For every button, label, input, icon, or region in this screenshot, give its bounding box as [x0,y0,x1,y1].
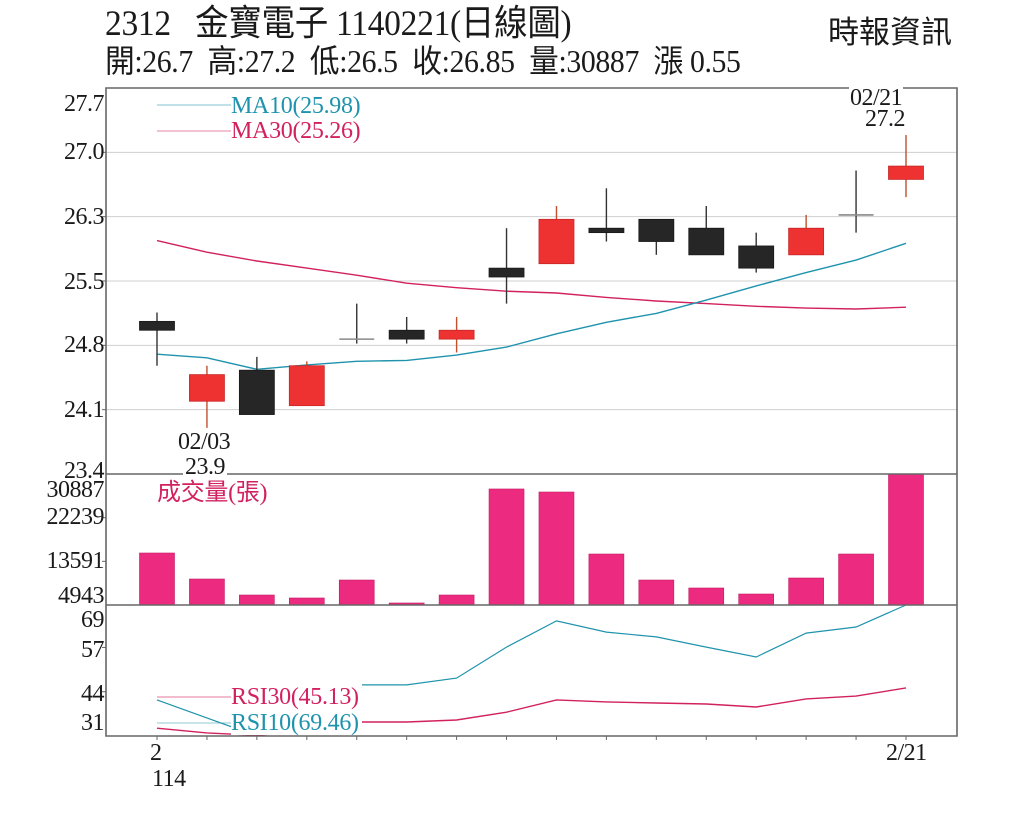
rsi10-legend: RSI10(69.46) [231,710,362,736]
quote-volume: 量:30887 [529,43,639,79]
candle-down [488,267,525,278]
candle-down [238,369,275,415]
ma10-line [156,242,907,371]
quote-high: 高:27.2 [207,43,296,79]
rsi-tick-label: 31 [81,710,105,736]
stock-name: 金寶電子 [195,3,328,43]
volume-bar [239,594,275,606]
high-annotation-date: 02/21 [849,85,904,111]
candle-up [888,165,924,180]
price-tick-label: 24.1 [64,397,105,423]
candle-up [438,329,475,340]
stock-code: 2312 [105,3,171,43]
chart-frame [105,87,958,737]
candle-up [288,365,325,407]
ma30-line [156,239,907,310]
quote-open: 開:26.7 [105,43,193,79]
volume-bar [338,579,375,606]
price-tick-label: 23.4 [64,458,105,484]
quote-summary: 開:26.7 高:27.2 低:26.5 收:26.85 量:30887 漲 0… [105,42,748,80]
volume-bar [288,597,325,606]
volume-bar [738,593,775,606]
ma10-legend: MA10(25.98) [231,93,361,119]
candle-down [688,227,725,256]
rsi30-legend: RSI30(45.13) [231,684,362,710]
volume-bar [189,578,225,606]
volume-bar [888,473,924,606]
volume-bar [538,491,575,606]
volume-tick-label: 22239 [46,504,105,530]
quote-close: 收:26.85 [412,43,515,79]
price-tick-label: 27.7 [64,91,105,117]
volume-bar [588,553,625,606]
volume-bar [139,552,175,606]
chart-date: 1140221 [336,3,451,43]
price-tick-label: 24.8 [64,332,105,358]
candle-down [139,320,175,331]
rsi-tick-label: 69 [81,607,105,633]
price-tick-label: 27.0 [64,139,105,165]
candle-up [538,218,575,265]
chart-title: 2312 金寶電子 1140221(日線圖) [105,2,572,44]
candle-down [588,227,625,234]
volume-tick-label: 30887 [46,477,105,503]
volume-title: 成交量(張) [157,480,268,506]
price-tick-label: 26.3 [64,204,105,230]
rsi-tick-label: 57 [81,637,105,663]
low-annotation-date: 02/03 [178,429,231,455]
candle-down [738,245,775,269]
high-annotation-value: 27.2 [865,106,906,132]
candle-up [788,227,825,256]
volume-tick-label: 4943 [58,583,105,609]
volume-bar [438,594,475,606]
source-label: 時報資訊 [828,15,952,50]
candle-down [388,329,425,340]
chart-type: (日線圖) [450,3,572,43]
volume-tick-label: 13591 [46,548,105,574]
volume-bar [788,577,824,606]
low-annotation-value: 23.9 [183,454,227,480]
ma30-legend: MA30(25.26) [231,118,361,144]
price-tick-label: 25.5 [64,269,105,295]
volume-bar [688,587,725,606]
candle-down [638,218,675,242]
x-tick-label-month: 2 [150,740,162,766]
volume-bar [838,553,874,606]
quote-change: 漲 0.55 [653,43,741,79]
x-tick-label-year: 114 [152,766,186,792]
quote-low: 低:26.5 [309,43,398,79]
candle-up [189,374,225,402]
volume-bar [488,488,525,606]
volume-bar [638,579,675,606]
rsi-tick-label: 44 [81,681,105,707]
x-tick-label-last: 2/21 [886,740,927,766]
